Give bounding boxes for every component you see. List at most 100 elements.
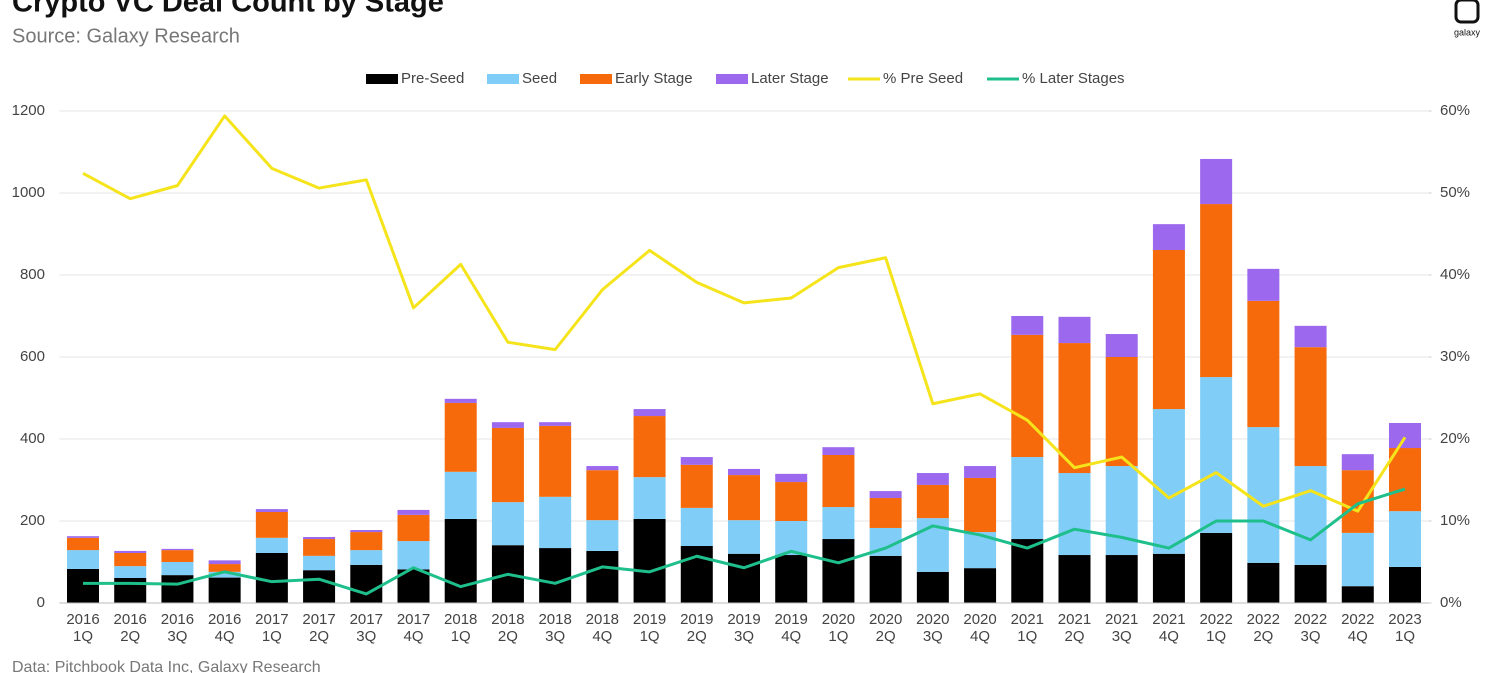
x-tick-label: 2016 (161, 611, 194, 628)
bar-segment (1058, 343, 1091, 474)
bar-segment (822, 539, 855, 603)
x-tick-label: 1Q (1395, 628, 1415, 645)
bar-segment (1388, 448, 1421, 512)
line-series (83, 487, 1406, 596)
bar-segment (255, 511, 288, 538)
bar-segment (1105, 555, 1138, 603)
bar-segment (1388, 423, 1421, 449)
bar-segment (161, 550, 194, 562)
bar-segment (1294, 325, 1327, 348)
bar-segment (680, 464, 713, 508)
bar-segment (586, 550, 619, 603)
x-tick-label: 2019 (775, 611, 808, 628)
bar-segment (964, 477, 997, 533)
bar-segment (161, 562, 194, 576)
x-tick-label: 2020 (822, 611, 855, 628)
x-tick-label: 2022 (1199, 611, 1232, 628)
bar-segment (1247, 562, 1280, 603)
bar-segment (208, 564, 241, 572)
legend-swatch (716, 74, 748, 84)
bar-segment (1294, 564, 1327, 603)
x-tick-label: 4Q (403, 628, 423, 645)
bar-segment (586, 520, 619, 551)
bar-segment (1152, 249, 1185, 410)
x-tick-label: 2023 (1388, 611, 1421, 628)
y2-tick-label: 50% (1440, 184, 1470, 201)
bar-segment (1294, 347, 1327, 467)
legend-label: Pre-Seed (401, 70, 464, 87)
bar-segment (114, 552, 147, 567)
bar-segment (397, 541, 430, 570)
bar-segment (444, 402, 477, 472)
bar-segment (539, 496, 572, 549)
x-tick-label: 2016 (208, 611, 241, 628)
x-tick-label: 2019 (680, 611, 713, 628)
x-tick-label: 2Q (1253, 628, 1273, 645)
x-tick-label: 2016 (66, 611, 99, 628)
x-tick-label: 4Q (781, 628, 801, 645)
x-tick-label: 1Q (1017, 628, 1037, 645)
bar-segment (1341, 586, 1374, 603)
bar-segment (67, 550, 100, 569)
x-tick-label: 2Q (687, 628, 707, 645)
bar-segment (67, 536, 100, 538)
x-tick-label: 3Q (167, 628, 187, 645)
bar-segment (1341, 532, 1374, 587)
x-tick-label: 1Q (640, 628, 660, 645)
y2-tick-label: 20% (1440, 430, 1470, 447)
x-tick-label: 3Q (545, 628, 565, 645)
bar-segment (1011, 539, 1044, 603)
x-tick-label: 3Q (734, 628, 754, 645)
bar-segment (1058, 473, 1091, 556)
y2-tick-label: 60% (1440, 102, 1470, 119)
y2-tick-label: 40% (1440, 266, 1470, 283)
bar-segment (1341, 454, 1374, 471)
y-tick-label: 800 (20, 266, 45, 283)
bar-segment (114, 566, 147, 578)
bar-segment (303, 570, 336, 603)
x-tick-label: 2018 (586, 611, 619, 628)
bar-segment (539, 422, 572, 426)
bar-segment (1247, 427, 1280, 563)
bar-segment (728, 468, 760, 476)
chart-title: Crypto VC Deal Count by Stage (12, 0, 444, 19)
bar-segment (539, 425, 572, 497)
legend-label: Seed (522, 70, 557, 87)
bar-segment (775, 555, 808, 603)
y-tick-label: 1200 (12, 102, 45, 119)
bar-segment (728, 553, 760, 603)
bar-segment (444, 518, 477, 603)
bar-segment (775, 473, 808, 483)
bar-segment (350, 550, 383, 565)
legend-swatch (487, 74, 519, 84)
bar-segment (822, 447, 855, 455)
x-tick-label: 2021 (1011, 611, 1044, 628)
x-tick-label: 2017 (255, 611, 288, 628)
bar-segment (444, 398, 477, 403)
x-tick-label: 2020 (916, 611, 949, 628)
bar-segment (350, 564, 383, 603)
x-tick-label: 2019 (633, 611, 666, 628)
x-tick-label: 2020 (963, 611, 996, 628)
x-tick-label: 4Q (1159, 628, 1179, 645)
x-tick-label: 3Q (356, 628, 376, 645)
bar-segment (397, 509, 430, 515)
x-tick-label: 4Q (970, 628, 990, 645)
x-tick-label: 2021 (1058, 611, 1091, 628)
bar-segment (869, 491, 902, 499)
bar-segment (586, 470, 619, 521)
x-tick-label: 2017 (350, 611, 383, 628)
bar-segment (916, 571, 949, 603)
x-tick-label: 2022 (1294, 611, 1327, 628)
bar-segment (1200, 204, 1233, 378)
x-tick-label: 3Q (1112, 628, 1132, 645)
bar-segment (1152, 409, 1185, 554)
bar-segment (1105, 466, 1138, 556)
x-tick-label: 2022 (1341, 611, 1374, 628)
x-tick-label: 4Q (592, 628, 612, 645)
x-tick-label: 2018 (491, 611, 524, 628)
bar-segment (1011, 316, 1044, 335)
bar-segment (161, 575, 194, 603)
bar-segment (161, 548, 194, 551)
